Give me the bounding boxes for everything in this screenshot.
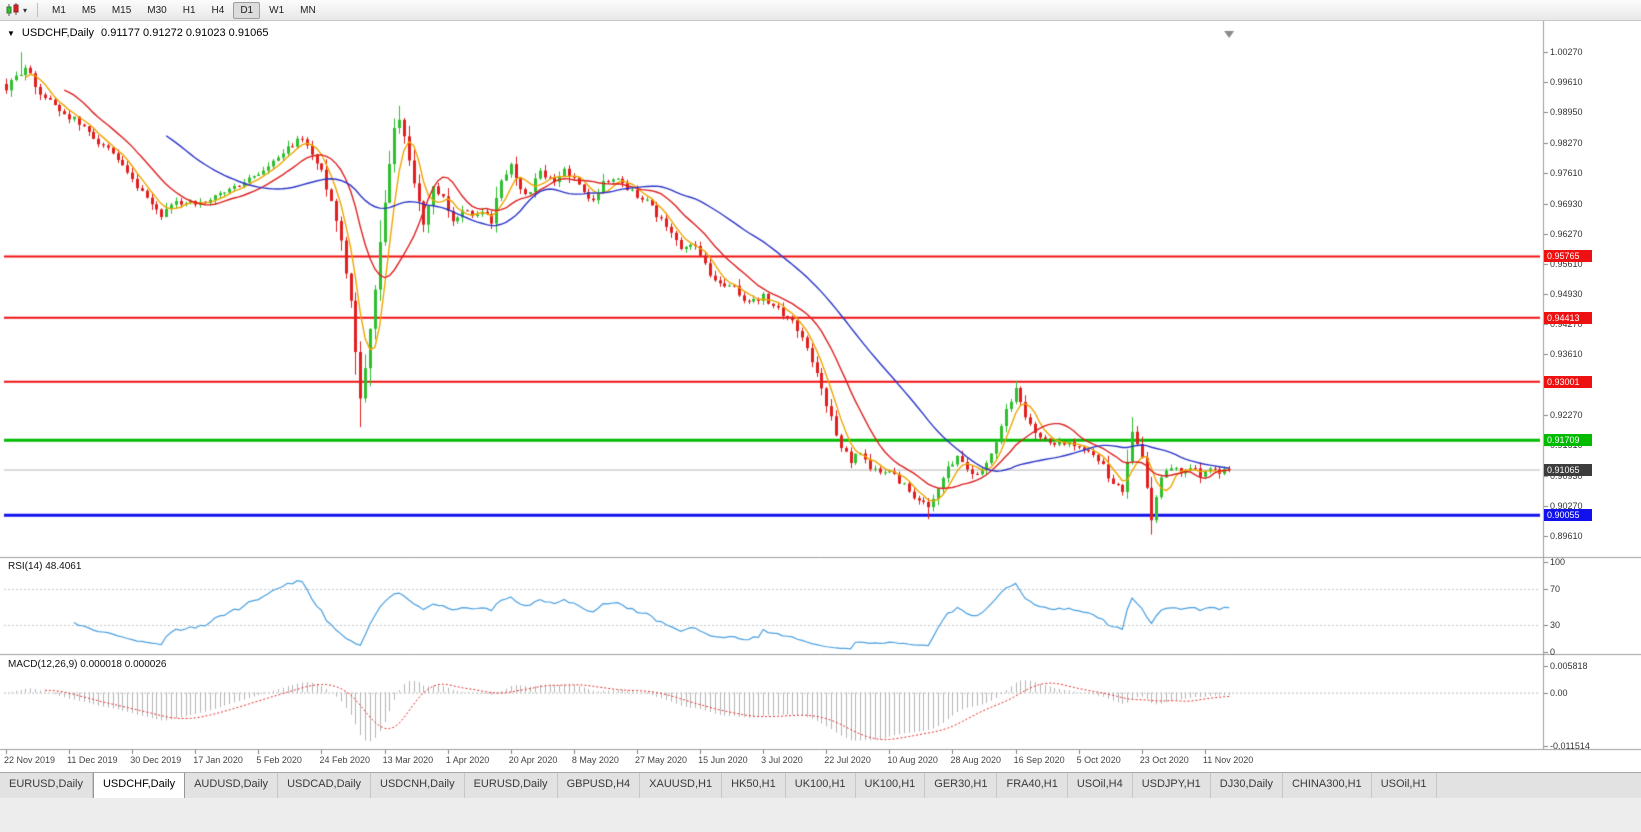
symbol-tab-usdchf-daily[interactable]: USDCHF,Daily	[92, 773, 186, 798]
timeframe-button-w1[interactable]: W1	[269, 4, 285, 16]
symbol-tab-xauusd-h1[interactable]: XAUUSD,H1	[640, 773, 723, 798]
rsi-scale-tick: 70	[1550, 584, 1561, 594]
chart-type-icon[interactable]	[4, 2, 22, 18]
price-scale-tick: 1.00270	[1550, 47, 1583, 58]
timeframe-button-h4[interactable]: H4	[211, 4, 225, 16]
date-axis-label: 15 Jun 2020	[698, 755, 748, 765]
timeframe-button-mn[interactable]: MN	[300, 4, 316, 16]
date-axis-label: 5 Feb 2020	[256, 755, 302, 765]
symbol-tab-uk100-h1[interactable]: UK100,H1	[856, 773, 926, 798]
symbol-tab-uk100-h1[interactable]: UK100,H1	[786, 773, 856, 798]
chart-type-dropdown-icon[interactable]: ▾	[23, 5, 28, 15]
price-scale-tick: 0.96930	[1550, 198, 1583, 209]
date-axis-label: 22 Jul 2020	[824, 755, 871, 765]
timeframe-button-m30[interactable]: M30	[147, 4, 167, 16]
date-axis-label: 8 May 2020	[571, 755, 619, 765]
rsi-scale-tick: 100	[1550, 557, 1566, 567]
price-chart-canvas[interactable]	[0, 21, 1641, 769]
chart-title-symbol: USDCHF,Daily	[21, 27, 95, 39]
date-axis-label: 5 Oct 2020	[1076, 755, 1121, 765]
date-axis-label: 27 May 2020	[634, 755, 688, 765]
date-axis-label: 11 Nov 2020	[1202, 755, 1254, 765]
top-toolbar: ▾ M1 M5 M15 M30 H1 H4 D1 W1 MN	[0, 0, 1641, 21]
date-axis-label: 3 Jul 2020	[761, 755, 803, 765]
date-axis-label: 1 Apr 2020	[445, 755, 490, 765]
date-axis-label: 28 Aug 2020	[950, 755, 1002, 765]
price-scale-tick: 0.89610	[1550, 530, 1583, 541]
price-scale-tick: 0.95610	[1550, 258, 1583, 269]
macd-scale-tick: -0.011514	[1550, 740, 1590, 751]
date-axis-label: 13 Mar 2020	[382, 755, 434, 765]
hline-price-badge: 0.95765	[1544, 250, 1592, 263]
timeframe-button-h1[interactable]: H1	[182, 4, 196, 16]
chart-title-ohlc: 0.91177 0.91272 0.91023 0.91065	[101, 27, 269, 39]
date-axis-label: 17 Jan 2020	[193, 755, 243, 765]
timeframe-group: M1 M5 M15 M30 H1 H4 D1 W1 MN	[44, 1, 324, 19]
symbol-tab-eurusd-daily[interactable]: EURUSD,Daily	[465, 773, 558, 798]
toolbar-separator	[37, 3, 39, 17]
hline-price-badge: 0.90055	[1544, 509, 1592, 522]
price-scale-tick: 0.93610	[1550, 349, 1583, 360]
price-scale-tick: 0.98270	[1550, 137, 1583, 148]
date-axis-label: 16 Sep 2020	[1013, 755, 1065, 765]
date-axis-label: 30 Dec 2019	[130, 755, 182, 765]
symbol-tab-usoil-h4[interactable]: USOil,H4	[1068, 773, 1133, 798]
symbol-tab-usoil-h1[interactable]: USOil,H1	[1372, 773, 1437, 798]
price-scale-tick: 0.92270	[1550, 409, 1583, 420]
hline-price-badge: 0.93001	[1544, 375, 1592, 388]
symbol-tab-dj30-daily[interactable]: DJ30,Daily	[1211, 773, 1283, 798]
symbol-tab-hk50-h1[interactable]: HK50,H1	[722, 773, 786, 798]
hline-price-badge: 0.91709	[1544, 434, 1592, 447]
symbol-tab-usdcad-daily[interactable]: USDCAD,Daily	[278, 773, 372, 798]
price-scale-tick: 0.97610	[1550, 167, 1583, 178]
chart-menu-icon[interactable]: ▼	[7, 28, 15, 38]
timeframe-button-m15[interactable]: M15	[111, 4, 132, 16]
rsi-scale-tick: 0	[1550, 647, 1556, 657]
date-axis-label: 10 Aug 2020	[887, 755, 938, 765]
timeframe-button-m5[interactable]: M5	[81, 4, 96, 16]
timeframe-button-m1[interactable]: M1	[52, 4, 66, 16]
rsi-label: RSI(14) 48.4061	[8, 561, 82, 572]
rsi-scale-tick: 30	[1550, 620, 1561, 630]
symbol-tab-fra40-h1[interactable]: FRA40,H1	[997, 773, 1068, 798]
price-scale-tick: 0.96270	[1550, 228, 1583, 239]
price-scale-tick: 0.98950	[1550, 107, 1583, 118]
price-scale-tick: 0.94930	[1550, 289, 1583, 300]
timeframe-button-d1[interactable]: D1	[233, 1, 261, 19]
symbol-tab-audusd-daily[interactable]: AUDUSD,Daily	[185, 773, 279, 798]
symbol-tab-china300-h1[interactable]: CHINA300,H1	[1283, 773, 1372, 798]
date-axis-label: 11 Dec 2019	[67, 755, 118, 765]
symbol-tab-usdjpy-h1[interactable]: USDJPY,H1	[1133, 773, 1211, 798]
chart-title: ▼ USDCHF,Daily 0.91177 0.91272 0.91023 0…	[7, 27, 268, 39]
date-axis-label: 24 Feb 2020	[319, 755, 371, 765]
symbol-tab-gbpusd-h4[interactable]: GBPUSD,H4	[558, 773, 641, 798]
current-price-badge: 0.91065	[1544, 463, 1592, 476]
symbol-tab-eurusd-daily[interactable]: EURUSD,Daily	[0, 773, 93, 798]
symbol-tab-bar: EURUSD,Daily USDCHF,Daily AUDUSD,Daily USDC…	[0, 772, 1641, 798]
price-scale-tick: 0.90930	[1550, 470, 1583, 481]
chart-window: ▼ USDCHF,Daily 0.91177 0.91272 0.91023 0…	[0, 21, 1641, 772]
symbol-tab-ger30-h1[interactable]: GER30,H1	[925, 773, 998, 798]
macd-scale-tick: 0.005818	[1550, 660, 1588, 671]
date-axis-label: 20 Apr 2020	[508, 755, 558, 765]
date-axis-label: 23 Oct 2020	[1139, 755, 1189, 765]
price-scale-tick: 0.99610	[1550, 77, 1583, 88]
hline-price-badge: 0.94413	[1544, 311, 1592, 324]
price-scale-tick: 0.94270	[1550, 319, 1583, 330]
price-scale-tick: 0.90270	[1550, 500, 1583, 511]
symbol-tab-usdcnh-daily[interactable]: USDCNH,Daily	[371, 773, 465, 798]
date-axis-label: 22 Nov 2019	[4, 755, 56, 765]
macd-label: MACD(12,26,9) 0.000018 0.000026	[8, 659, 167, 670]
macd-scale-tick: 0.00	[1550, 687, 1568, 698]
